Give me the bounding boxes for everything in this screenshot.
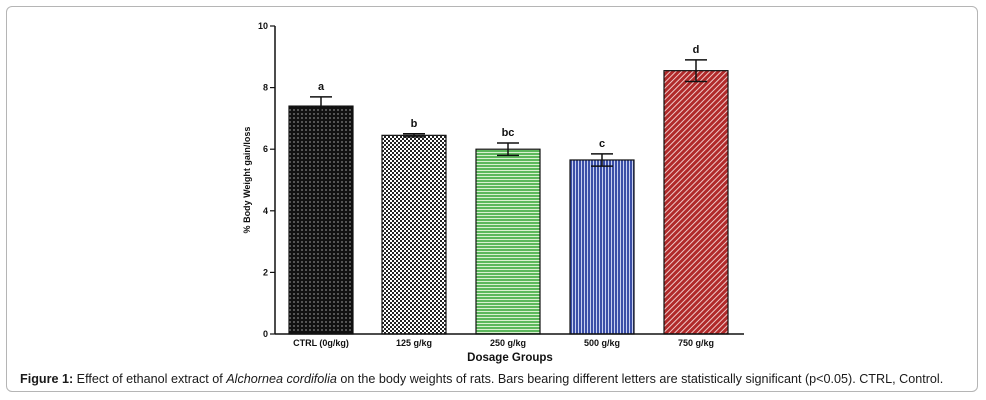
significance-letter-2: bc [502,127,515,139]
bar-0 [288,105,354,335]
y-tick-label-2: 4 [263,206,268,216]
caption-species: Alchornea cordifolia [226,372,337,386]
significance-letter-1: b [411,118,418,130]
x-tick-label-3: 500 g/kg [584,338,620,348]
significance-letter-4: d [693,44,700,56]
x-tick-label-2: 250 g/kg [490,338,526,348]
x-axis-title: Dosage Groups [467,352,553,364]
y-tick-label-5: 10 [258,21,268,31]
bar-4 [663,70,729,335]
x-tick-label-1: 125 g/kg [396,338,432,348]
figure-caption: Figure 1: Effect of ethanol extract of A… [20,372,970,386]
y-axis-title: % Body Weight gain/loss [242,127,252,234]
caption-label: Figure 1: [20,372,74,386]
bar-2 [475,148,541,335]
significance-letter-3: c [599,138,605,150]
y-tick-label-3: 6 [263,144,268,154]
bar-1 [381,134,447,335]
y-tick-label-0: 0 [263,329,268,339]
significance-letter-0: a [318,81,325,93]
x-tick-label-0: CTRL (0g/kg) [293,338,349,348]
caption-text-after: on the body weights of rats. Bars bearin… [336,372,944,386]
caption-text-before: Effect of ethanol extract of [73,372,227,386]
y-tick-label-4: 8 [263,83,268,93]
x-tick-label-4: 750 g/kg [678,338,714,348]
bar-3 [569,159,635,335]
y-tick-label-1: 2 [263,267,268,277]
